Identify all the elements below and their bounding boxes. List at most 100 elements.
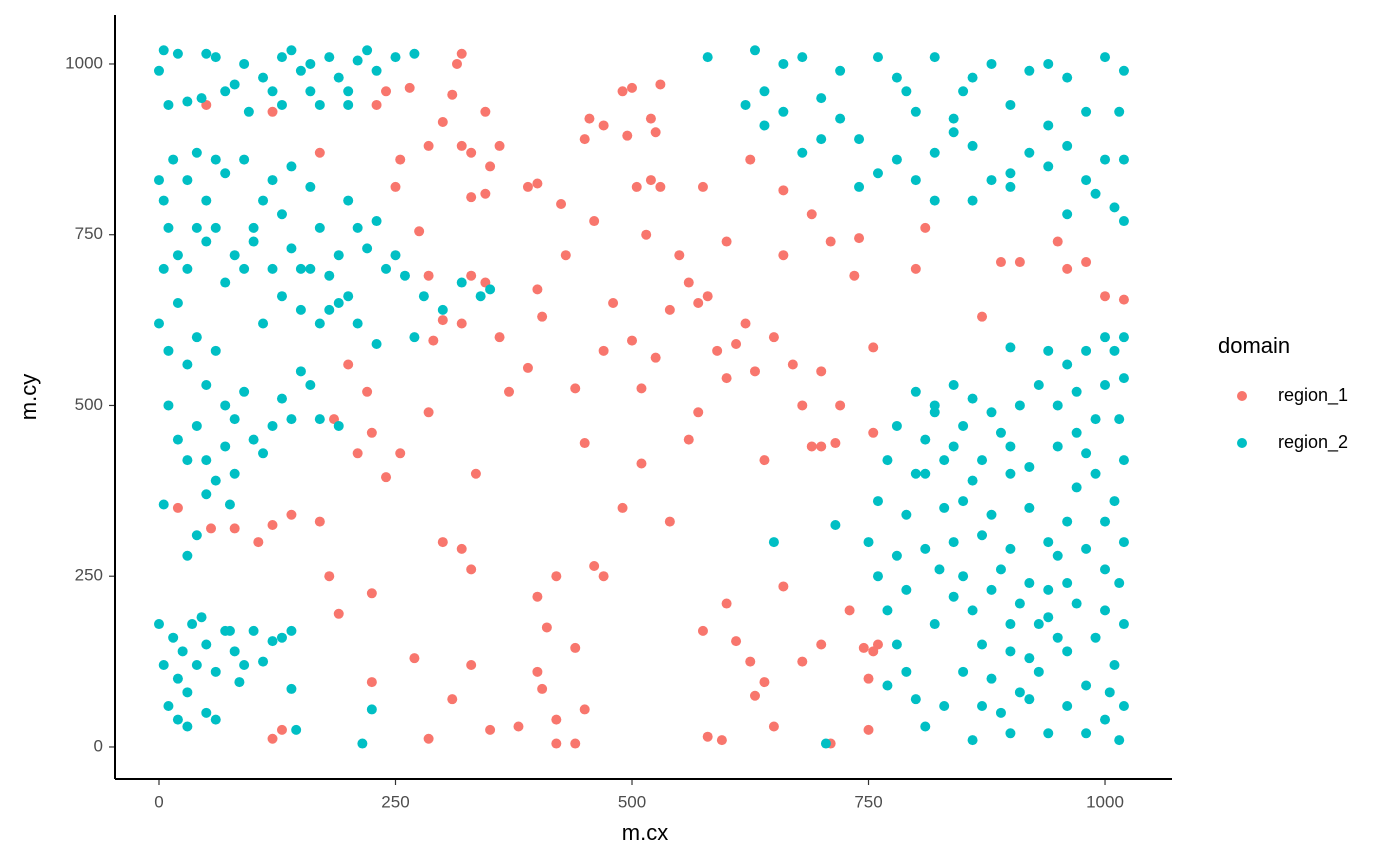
point bbox=[872, 571, 883, 582]
point bbox=[258, 195, 269, 206]
point bbox=[201, 455, 212, 466]
point bbox=[1081, 543, 1092, 554]
point bbox=[702, 291, 713, 302]
point bbox=[1118, 65, 1129, 76]
point bbox=[617, 86, 628, 97]
point bbox=[1090, 468, 1101, 479]
point bbox=[163, 222, 174, 233]
point bbox=[977, 530, 988, 541]
point bbox=[854, 134, 865, 145]
point bbox=[1100, 714, 1111, 725]
point bbox=[324, 571, 335, 582]
point bbox=[201, 379, 212, 390]
point bbox=[248, 434, 259, 445]
point bbox=[939, 700, 950, 711]
point bbox=[929, 52, 940, 63]
y-tick-label: 0 bbox=[94, 736, 103, 755]
point bbox=[470, 468, 481, 479]
point bbox=[220, 86, 231, 97]
point bbox=[929, 407, 940, 418]
point bbox=[258, 448, 269, 459]
point bbox=[910, 468, 921, 479]
point bbox=[201, 639, 212, 650]
x-tick-label: 750 bbox=[854, 792, 882, 811]
point bbox=[267, 420, 278, 431]
point bbox=[882, 680, 893, 691]
point bbox=[778, 581, 789, 592]
point bbox=[210, 475, 221, 486]
point bbox=[258, 656, 269, 667]
point bbox=[759, 120, 770, 131]
point bbox=[239, 660, 250, 671]
point bbox=[229, 468, 240, 479]
point bbox=[522, 362, 533, 373]
point bbox=[830, 438, 841, 449]
point bbox=[778, 250, 789, 261]
point bbox=[352, 222, 363, 233]
point bbox=[239, 263, 250, 274]
point bbox=[532, 591, 543, 602]
point bbox=[182, 263, 193, 274]
point bbox=[362, 386, 373, 397]
point bbox=[1062, 646, 1073, 657]
point bbox=[158, 195, 169, 206]
point bbox=[381, 472, 392, 483]
point bbox=[267, 106, 278, 117]
point bbox=[305, 58, 316, 69]
point bbox=[598, 571, 609, 582]
point bbox=[1005, 728, 1016, 739]
point bbox=[977, 700, 988, 711]
point bbox=[797, 656, 808, 667]
point bbox=[920, 543, 931, 554]
point bbox=[891, 154, 902, 165]
point bbox=[948, 127, 959, 138]
point bbox=[295, 366, 306, 377]
point bbox=[1071, 482, 1082, 493]
y-tick-label: 750 bbox=[75, 224, 103, 243]
point bbox=[172, 434, 183, 445]
point bbox=[229, 414, 240, 425]
point bbox=[683, 277, 694, 288]
point bbox=[182, 721, 193, 732]
point bbox=[835, 113, 846, 124]
point bbox=[872, 496, 883, 507]
point bbox=[1033, 666, 1044, 677]
point bbox=[258, 72, 269, 83]
point bbox=[1043, 120, 1054, 131]
point bbox=[239, 386, 250, 397]
point bbox=[395, 448, 406, 459]
point bbox=[153, 65, 164, 76]
point bbox=[1081, 728, 1092, 739]
point bbox=[409, 653, 420, 664]
point bbox=[1114, 578, 1125, 589]
point bbox=[627, 335, 638, 346]
point bbox=[201, 48, 212, 59]
point bbox=[267, 519, 278, 530]
point bbox=[447, 89, 458, 100]
point bbox=[210, 154, 221, 165]
point bbox=[579, 438, 590, 449]
point bbox=[1024, 461, 1035, 472]
point bbox=[201, 707, 212, 718]
point bbox=[806, 209, 817, 220]
point bbox=[220, 400, 231, 411]
point bbox=[333, 72, 344, 83]
point bbox=[172, 48, 183, 59]
point bbox=[172, 298, 183, 309]
point bbox=[740, 99, 751, 110]
point bbox=[352, 448, 363, 459]
point bbox=[295, 263, 306, 274]
point bbox=[286, 243, 297, 254]
point bbox=[920, 468, 931, 479]
point bbox=[835, 400, 846, 411]
point bbox=[768, 537, 779, 548]
point bbox=[589, 560, 600, 571]
point bbox=[849, 270, 860, 281]
point bbox=[1043, 728, 1054, 739]
y-tick-label: 500 bbox=[75, 395, 103, 414]
point bbox=[163, 700, 174, 711]
point bbox=[1014, 598, 1025, 609]
point bbox=[276, 209, 287, 220]
point bbox=[466, 192, 477, 203]
point bbox=[541, 622, 552, 633]
